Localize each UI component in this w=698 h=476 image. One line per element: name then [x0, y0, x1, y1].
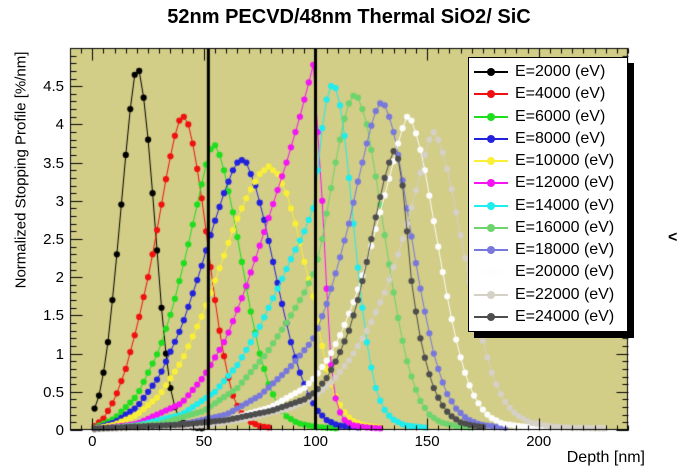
x-tick-label: 150 [414, 433, 440, 450]
legend-marker-icon [474, 67, 508, 77]
legend-item: E=4000 (eV) [469, 84, 627, 105]
legend-item: E=22000 (eV) [469, 284, 627, 305]
x-tick-label: 50 [195, 433, 213, 450]
x-tick-label: 100 [303, 433, 329, 450]
y-tick-label: 4 [55, 116, 64, 134]
stray-glyph: < [668, 229, 678, 246]
legend-marker-icon [474, 89, 508, 99]
chart-title: 52nm PECVD/48nm Thermal SiO2/ SiC [167, 6, 531, 28]
legend-marker-icon [474, 245, 508, 255]
legend-marker-icon [474, 312, 508, 322]
legend-label: E=4000 (eV) [515, 85, 606, 103]
y-tick-label: 3.5 [43, 154, 64, 172]
legend-item: E=8000 (eV) [469, 128, 627, 149]
legend-item: E=24000 (eV) [469, 306, 627, 327]
y-tick-label: 0.5 [43, 383, 64, 401]
legend-label: E=12000 (eV) [515, 174, 615, 192]
legend-item: E=12000 (eV) [469, 173, 627, 194]
legend-marker-icon [474, 112, 508, 122]
legend-item: E=20000 (eV) [469, 262, 627, 283]
x-axis-title: Depth [nm] [566, 449, 645, 466]
legend-label: E=6000 (eV) [515, 107, 606, 125]
legend-label: E=14000 (eV) [515, 196, 615, 214]
legend-item: E=10000 (eV) [469, 151, 627, 172]
legend-label: E=22000 (eV) [515, 285, 615, 303]
legend-item: E=16000 (eV) [469, 217, 627, 238]
legend-marker-icon [474, 156, 508, 166]
legend-label: E=18000 (eV) [515, 241, 615, 259]
y-tick-label: 2 [55, 269, 64, 287]
legend-label: E=16000 (eV) [515, 218, 615, 236]
legend-marker-icon [474, 290, 508, 300]
legend-marker-icon [474, 267, 508, 277]
y-tick-label: 1.5 [43, 307, 64, 325]
legend-label: E=20000 (eV) [515, 263, 615, 281]
legend-marker-icon [474, 223, 508, 233]
y-tick-label: 1 [55, 345, 64, 363]
legend: E=2000 (eV) E=4000 (eV) E=6000 (eV) E=8000 … [468, 57, 628, 332]
legend-label: E=8000 (eV) [515, 129, 606, 147]
y-tick-label: 3 [55, 192, 64, 210]
y-tick-label: 2.5 [43, 231, 64, 248]
legend-item: E=14000 (eV) [469, 195, 627, 216]
legend-marker-icon [474, 201, 508, 211]
legend-item: E=18000 (eV) [469, 240, 627, 261]
legend-marker-icon [474, 178, 508, 188]
legend-item: E=6000 (eV) [469, 106, 627, 127]
y-tick-label: 0 [55, 422, 64, 439]
y-tick-label: 4.5 [43, 78, 64, 96]
legend-label: E=24000 (eV) [515, 307, 615, 325]
legend-label: E=10000 (eV) [515, 152, 615, 170]
x-tick-label: 0 [88, 433, 97, 450]
legend-marker-icon [474, 134, 508, 144]
legend-item: E=2000 (eV) [469, 62, 627, 83]
legend-label: E=2000 (eV) [515, 63, 606, 81]
x-tick-label: 200 [526, 433, 552, 450]
